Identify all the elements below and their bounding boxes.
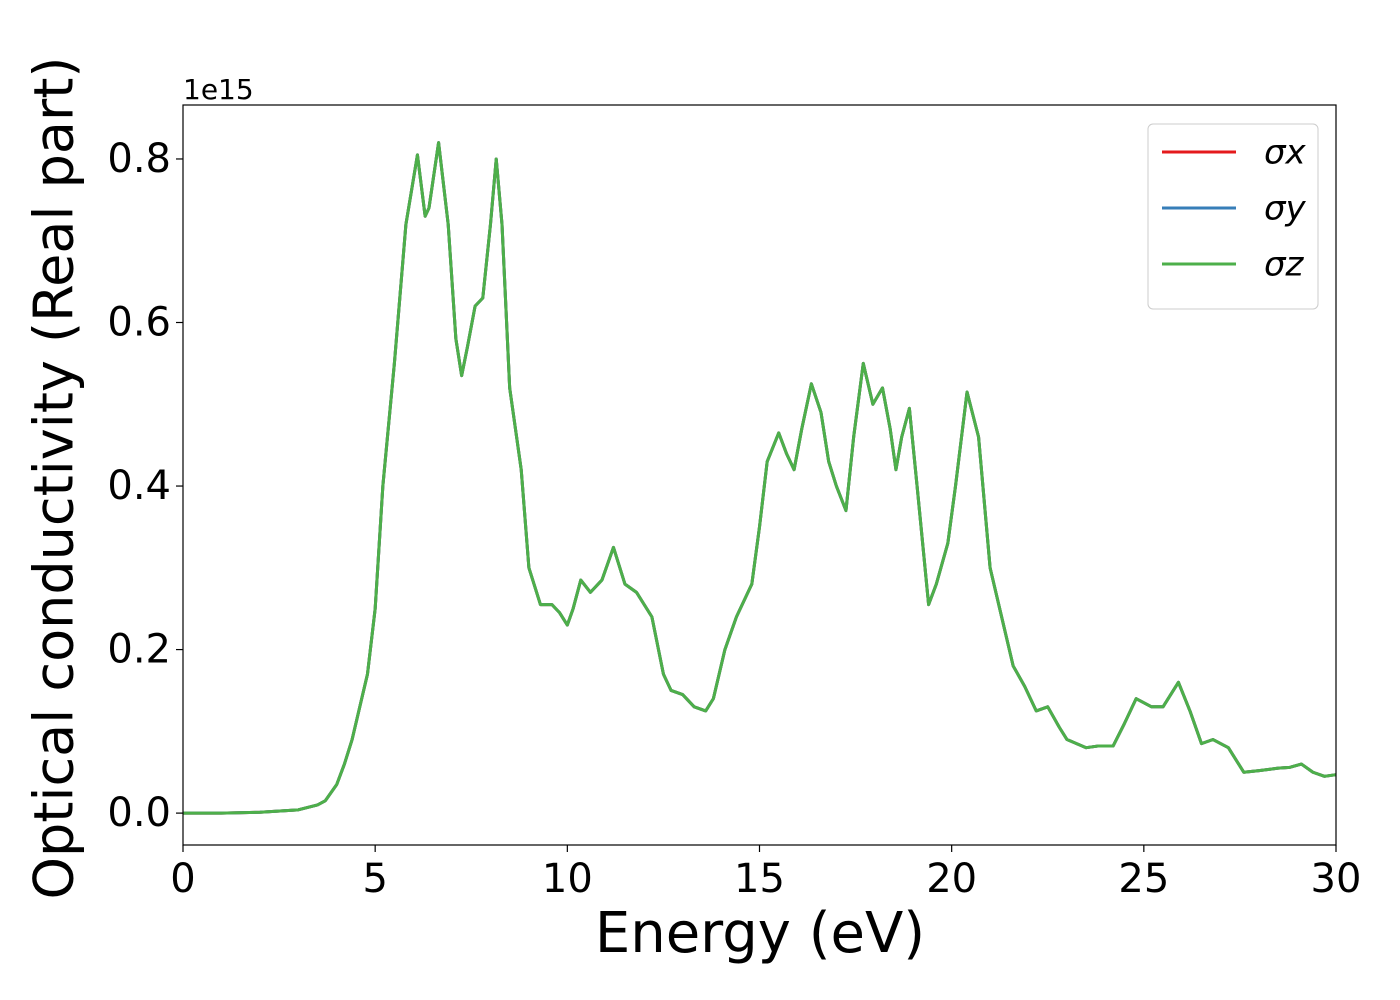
y-tick-label: 0.2 bbox=[107, 627, 171, 673]
x-tick-label: 30 bbox=[1311, 856, 1362, 902]
legend: σx σy σz bbox=[1147, 123, 1319, 310]
y-tick-label: 0.6 bbox=[107, 300, 171, 346]
x-tick-label: 20 bbox=[926, 856, 977, 902]
y-axis-label: Optical conductivity (Real part) bbox=[23, 57, 86, 900]
x-axis-label: Energy (eV) bbox=[595, 901, 925, 966]
plot-frame bbox=[182, 104, 1337, 846]
x-tick-label: 10 bbox=[542, 856, 593, 902]
x-tick-label: 0 bbox=[170, 856, 195, 902]
x-tick-label: 15 bbox=[734, 856, 785, 902]
y-tick-label: 0.0 bbox=[107, 790, 171, 836]
y-tick-label: 0.4 bbox=[107, 463, 171, 509]
y-offset-label: 1e15 bbox=[183, 73, 254, 106]
legend-label: σx bbox=[1264, 133, 1307, 173]
legend-label: σz bbox=[1264, 245, 1305, 285]
y-tick-label: 0.8 bbox=[107, 136, 171, 182]
legend-label: σy bbox=[1264, 189, 1307, 229]
x-tick-label: 25 bbox=[1118, 856, 1169, 902]
x-tick-label: 5 bbox=[362, 856, 387, 902]
series-line bbox=[183, 141, 1337, 815]
